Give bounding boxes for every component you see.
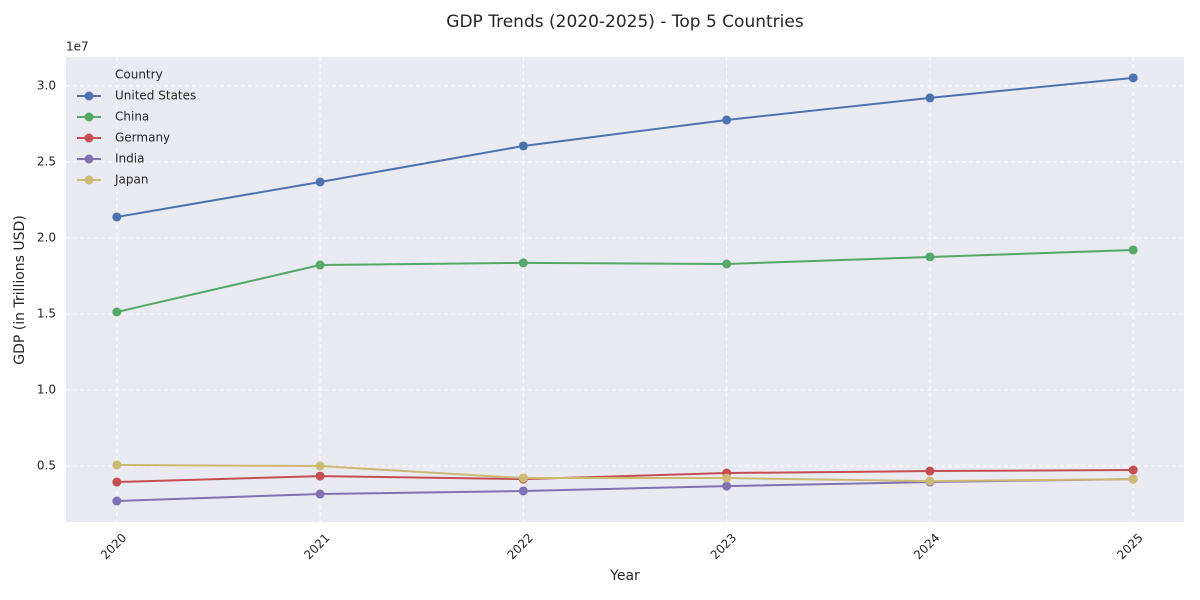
data-point [315, 461, 325, 471]
legend-label: United States [115, 89, 196, 103]
legend-marker [84, 154, 94, 164]
legend-marker [84, 91, 94, 101]
x-tick-label: 2024 [911, 531, 942, 562]
data-point [315, 471, 325, 481]
data-point [518, 141, 528, 151]
legend-title: Country [115, 68, 163, 82]
data-point [315, 489, 325, 499]
series-line [116, 76, 1134, 218]
chart-title: GDP Trends (2020-2025) - Top 5 Countries [446, 12, 804, 32]
data-point [112, 460, 122, 470]
data-point [925, 252, 935, 262]
series-line [116, 248, 1134, 313]
legend-label: Germany [115, 131, 170, 145]
data-point [1128, 465, 1138, 475]
x-tick-label: 2025 [1114, 531, 1145, 562]
data-point [1128, 245, 1138, 255]
data-point [722, 473, 732, 483]
legend-label: China [115, 110, 149, 124]
y-offset-label: 1e7 [66, 40, 89, 54]
x-tick-label: 2020 [98, 531, 129, 562]
x-axis-label: Year [609, 568, 640, 584]
data-point [925, 476, 935, 486]
data-point [925, 93, 935, 103]
data-point [925, 466, 935, 476]
data-point [518, 258, 528, 268]
y-tick-label: 1.0 [37, 383, 56, 397]
y-tick-label: 1.5 [37, 306, 56, 320]
x-tick-label: 2021 [301, 531, 332, 562]
series-line [116, 468, 1134, 484]
data-point [112, 307, 122, 317]
legend-marker [84, 175, 94, 185]
x-tick-label: 2023 [708, 531, 739, 562]
data-point [722, 259, 732, 269]
data-point [722, 481, 732, 491]
legend-marker [84, 133, 94, 143]
y-tick-label: 2.0 [37, 230, 56, 244]
data-point [1128, 73, 1138, 83]
series-line [116, 463, 1134, 483]
data-point [518, 473, 528, 483]
plot-area [66, 57, 1184, 522]
legend-label: Japan [114, 173, 148, 187]
data-point [518, 486, 528, 496]
y-tick-label: 2.5 [37, 154, 56, 168]
legend-label: India [115, 152, 144, 166]
y-tick-label: 3.0 [37, 78, 56, 92]
data-point [315, 260, 325, 270]
x-tick-label: 2022 [504, 531, 535, 562]
y-axis-label: GDP (in Trillions USD) [12, 215, 28, 365]
data-point [112, 496, 122, 506]
data-point [722, 115, 732, 125]
data-point [1128, 474, 1138, 484]
legend-marker [84, 112, 94, 122]
data-point [315, 177, 325, 187]
data-point [112, 212, 122, 222]
data-point [112, 477, 122, 487]
y-tick-label: 0.5 [37, 459, 56, 473]
